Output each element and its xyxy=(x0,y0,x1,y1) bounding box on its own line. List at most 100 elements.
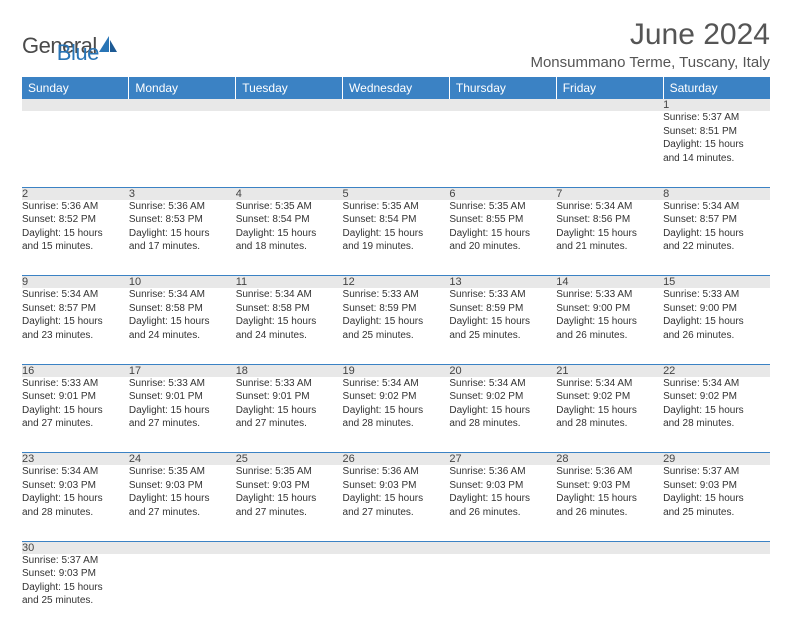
sunset-line: Sunset: 9:03 PM xyxy=(343,479,450,493)
daylight-line: Daylight: 15 hours xyxy=(236,315,343,329)
sunrise-line: Sunrise: 5:35 AM xyxy=(449,200,556,214)
day-number-cell: 29 xyxy=(663,453,770,466)
daylight-line: Daylight: 15 hours xyxy=(22,581,129,595)
day-number-cell: 9 xyxy=(22,276,129,289)
sunrise-line: Sunrise: 5:37 AM xyxy=(663,111,770,125)
sunrise-line: Sunrise: 5:33 AM xyxy=(22,377,129,391)
day-number-cell: 21 xyxy=(556,364,663,377)
daylight-line: and 27 minutes. xyxy=(343,506,450,520)
daylight-line: Daylight: 15 hours xyxy=(663,138,770,152)
daylight-line: and 27 minutes. xyxy=(129,417,236,431)
day-data-cell xyxy=(129,554,236,630)
daylight-line: Daylight: 15 hours xyxy=(449,492,556,506)
sunset-line: Sunset: 9:03 PM xyxy=(129,479,236,493)
sunrise-line: Sunrise: 5:33 AM xyxy=(449,288,556,302)
sunset-line: Sunset: 9:00 PM xyxy=(556,302,663,316)
day-data-cell: Sunrise: 5:37 AMSunset: 9:03 PMDaylight:… xyxy=(663,465,770,541)
location-label: Monsummano Terme, Tuscany, Italy xyxy=(530,54,770,71)
day-number-cell: 28 xyxy=(556,453,663,466)
day-number-cell: 17 xyxy=(129,364,236,377)
sunset-line: Sunset: 8:55 PM xyxy=(449,213,556,227)
daylight-line: and 20 minutes. xyxy=(449,240,556,254)
day-number-cell: 22 xyxy=(663,364,770,377)
day-data-cell: Sunrise: 5:34 AMSunset: 9:02 PMDaylight:… xyxy=(343,377,450,453)
day-number-cell xyxy=(343,541,450,554)
day-data-cell: Sunrise: 5:34 AMSunset: 9:02 PMDaylight:… xyxy=(663,377,770,453)
sunset-line: Sunset: 8:59 PM xyxy=(343,302,450,316)
day-data-row: Sunrise: 5:33 AMSunset: 9:01 PM Daylight:… xyxy=(22,377,770,453)
day-data-cell: Sunrise: 5:33 AMSunset: 9:01 PMDaylight:… xyxy=(22,377,129,453)
day-data-cell: Sunrise: 5:34 AMSunset: 9:02 PMDaylight:… xyxy=(556,377,663,453)
weekday-header: Monday xyxy=(129,77,236,99)
daylight-line: and 27 minutes. xyxy=(236,506,343,520)
daylight-line: Daylight: 15 hours xyxy=(663,492,770,506)
daylight-line: and 21 minutes. xyxy=(556,240,663,254)
sunrise-line: Sunrise: 5:34 AM xyxy=(22,465,129,479)
day-number-cell: 6 xyxy=(449,187,556,200)
day-data-row: Sunrise: 5:37 AMSunset: 9:03 PMDaylight:… xyxy=(22,554,770,630)
weekday-header: Tuesday xyxy=(236,77,343,99)
sunrise-line: Sunrise: 5:34 AM xyxy=(343,377,450,391)
day-number-cell xyxy=(449,99,556,111)
daylight-line: and 25 minutes. xyxy=(343,329,450,343)
daylight-line: Daylight: 15 hours xyxy=(556,404,663,418)
daylight-line: Daylight: 15 hours xyxy=(663,227,770,241)
day-number-cell: 25 xyxy=(236,453,343,466)
day-data-cell: Sunrise: 5:34 AMSunset: 8:57 PMDaylight:… xyxy=(663,200,770,276)
day-number-cell xyxy=(236,99,343,111)
daylight-line: and 26 minutes. xyxy=(556,506,663,520)
weekday-header: Wednesday xyxy=(343,77,450,99)
daynum-row: 1 xyxy=(22,99,770,111)
daylight-line: and 14 minutes. xyxy=(663,152,770,166)
day-data-cell: Sunrise: 5:36 AMSunset: 8:53 PMDaylight:… xyxy=(129,200,236,276)
day-data-cell: Sunrise: 5:34 AMSunset: 8:56 PMDaylight:… xyxy=(556,200,663,276)
daylight-line: Daylight: 15 hours xyxy=(449,227,556,241)
day-number-cell: 24 xyxy=(129,453,236,466)
sunrise-line: Sunrise: 5:35 AM xyxy=(343,200,450,214)
day-number-cell: 15 xyxy=(663,276,770,289)
day-data-cell: Sunrise: 5:35 AMSunset: 8:54 PMDaylight:… xyxy=(343,200,450,276)
day-data-row: Sunrise: 5:36 AMSunset: 8:52 PMDaylight:… xyxy=(22,200,770,276)
sunset-line: Sunset: 8:57 PM xyxy=(22,302,129,316)
sunset-line: Sunset: 9:01 PM xyxy=(22,390,129,404)
calendar-table: Sunday Monday Tuesday Wednesday Thursday… xyxy=(22,77,770,630)
day-number-cell: 12 xyxy=(343,276,450,289)
logo-sail-icon xyxy=(97,34,119,59)
sunrise-line: Sunrise: 5:33 AM xyxy=(663,288,770,302)
day-data-cell xyxy=(22,111,129,187)
day-number-cell: 10 xyxy=(129,276,236,289)
day-data-cell xyxy=(449,554,556,630)
day-data-cell xyxy=(663,554,770,630)
day-data-cell: Sunrise: 5:33 AMSunset: 9:00 PMDaylight:… xyxy=(556,288,663,364)
day-number-cell: 1 xyxy=(663,99,770,111)
sunset-line: Sunset: 8:58 PM xyxy=(236,302,343,316)
day-data-cell: Sunrise: 5:33 AMSunset: 9:01 PMDaylight:… xyxy=(129,377,236,453)
daylight-line: Daylight: 15 hours xyxy=(236,492,343,506)
day-data-cell: Sunrise: 5:36 AMSunset: 9:03 PMDaylight:… xyxy=(556,465,663,541)
daylight-line: and 26 minutes. xyxy=(449,506,556,520)
sunrise-line: Sunrise: 5:35 AM xyxy=(236,200,343,214)
daylight-line: Daylight: 15 hours xyxy=(129,315,236,329)
sunrise-line: Sunrise: 5:36 AM xyxy=(449,465,556,479)
day-number-cell: 2 xyxy=(22,187,129,200)
sunrise-line: Sunrise: 5:36 AM xyxy=(556,465,663,479)
sunset-line: Sunset: 8:56 PM xyxy=(556,213,663,227)
logo: General Blue xyxy=(22,26,99,66)
day-number-cell: 8 xyxy=(663,187,770,200)
day-data-cell: Sunrise: 5:34 AMSunset: 8:57 PMDaylight:… xyxy=(22,288,129,364)
sunrise-line: Sunrise: 5:36 AM xyxy=(22,200,129,214)
day-number-cell xyxy=(129,541,236,554)
daylight-line: Daylight: 15 hours xyxy=(556,227,663,241)
day-data-cell: Sunrise: 5:33 AMSunset: 8:59 PMDaylight:… xyxy=(343,288,450,364)
sunset-line: Sunset: 9:03 PM xyxy=(22,479,129,493)
sunrise-line: Sunrise: 5:34 AM xyxy=(663,377,770,391)
day-data-cell: Sunrise: 5:33 AMSunset: 9:00 PMDaylight:… xyxy=(663,288,770,364)
weekday-header: Sunday xyxy=(22,77,129,99)
weekday-header: Thursday xyxy=(449,77,556,99)
daylight-line: and 22 minutes. xyxy=(663,240,770,254)
sunrise-line: Sunrise: 5:34 AM xyxy=(663,200,770,214)
daynum-row: 23242526272829 xyxy=(22,453,770,466)
daylight-line: and 27 minutes. xyxy=(22,417,129,431)
day-number-cell: 20 xyxy=(449,364,556,377)
day-data-cell xyxy=(129,111,236,187)
